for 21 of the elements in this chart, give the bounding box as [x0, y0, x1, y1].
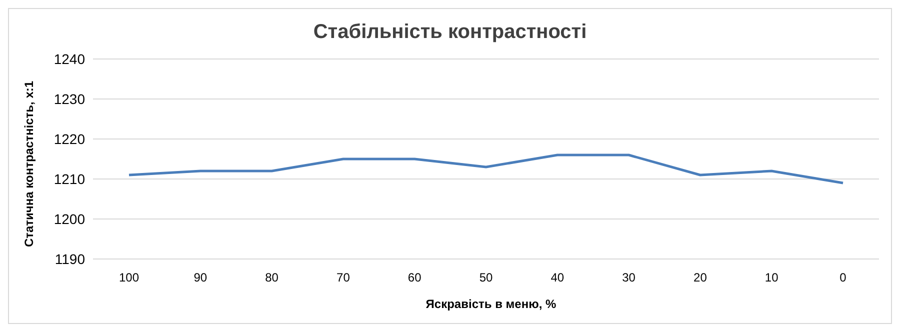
x-tick-label: 30	[622, 270, 636, 285]
line-series	[128, 154, 844, 184]
y-tick-label: 1240	[54, 50, 86, 67]
x-tick-label: 0	[840, 270, 847, 285]
x-tick-label: 90	[194, 270, 208, 285]
x-tick-label: 10	[764, 270, 779, 285]
x-tick-label: 70	[336, 270, 350, 285]
y-tick-label: 1210	[54, 170, 86, 187]
x-tick-label: 20	[694, 270, 708, 285]
x-tick-label: 100	[118, 270, 140, 285]
y-tick-label: 1220	[54, 130, 86, 147]
x-tick-label: 40	[550, 270, 564, 285]
chart-title: Стабільність контрастності	[312, 21, 588, 44]
x-tick-label: 50	[479, 270, 493, 285]
y-tick-label: 1190	[54, 250, 86, 267]
y-tick-label: 1230	[54, 90, 86, 107]
x-axis-title: Яскравість в меню, %	[424, 297, 558, 311]
y-axis-title: Статична контрастність, x:1	[22, 80, 36, 248]
x-tick-label: 80	[265, 270, 279, 285]
y-tick-label: 1200	[54, 210, 86, 227]
x-tick-label: 60	[408, 270, 422, 285]
